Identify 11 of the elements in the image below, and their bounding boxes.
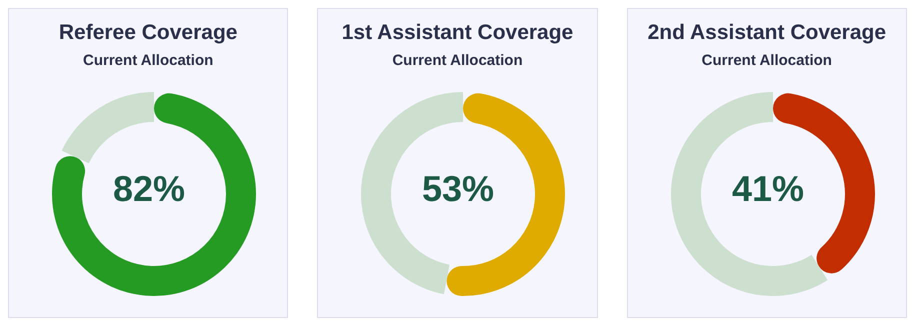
text: 82% (112, 168, 186, 209)
text: 53% (422, 168, 494, 209)
donut-slice (52, 93, 256, 296)
donut-slice (62, 92, 154, 164)
chart-subtitle: Current Allocation (82, 52, 214, 69)
chart-subtitle: Current Allocation (700, 52, 833, 69)
chart-title: 1st Assistant Coverage (340, 21, 574, 45)
text: 41% (732, 168, 804, 209)
chart-title: 2nd Assistant Coverage (646, 21, 888, 45)
chart-subtitle: Current Allocation (391, 52, 524, 69)
chart-title: Referee Coverage (58, 21, 238, 45)
